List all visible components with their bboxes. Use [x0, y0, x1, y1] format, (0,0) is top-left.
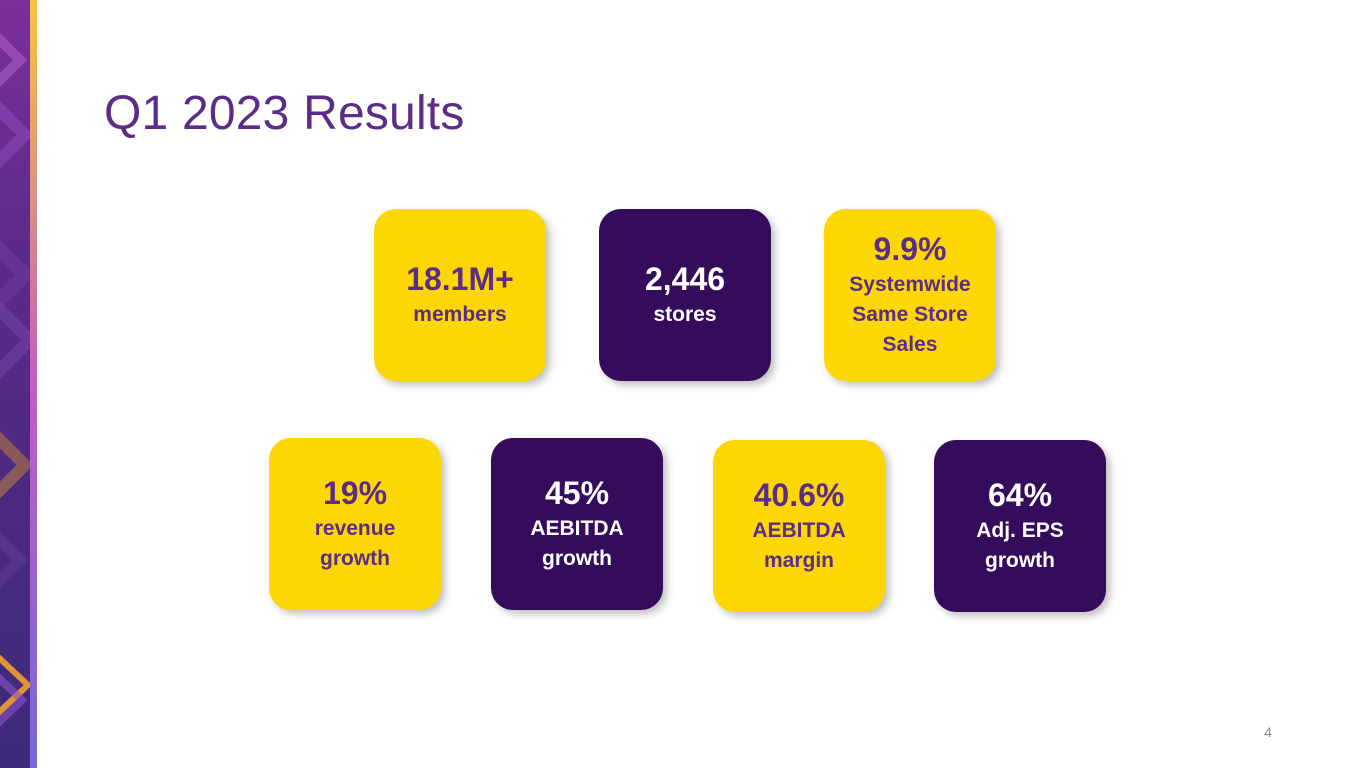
- stores-label: stores: [653, 303, 717, 326]
- adj-eps-growth-tile: 64% Adj. EPS growth: [934, 440, 1106, 612]
- stores-tile: 2,446 stores: [599, 209, 771, 381]
- page-number: 4: [1264, 724, 1272, 740]
- adj-eps-growth-label: Adj. EPS growth: [976, 519, 1064, 572]
- aebitda-margin-label: AEBITDA margin: [752, 519, 846, 572]
- same-store-sales-tile: 9.9% Systemwide Same Store Sales: [824, 209, 996, 381]
- same-store-sales-label: Systemwide Same Store Sales: [849, 273, 971, 356]
- revenue-growth-tile: 19% revenue growth: [269, 438, 441, 610]
- left-decorative-strip: [0, 0, 37, 768]
- stores-value: 2,446: [644, 261, 726, 297]
- revenue-growth-value: 19%: [322, 475, 388, 511]
- adj-eps-growth-value: 64%: [987, 477, 1053, 513]
- aebitda-growth-value: 45%: [544, 475, 610, 511]
- revenue-growth-label: revenue growth: [314, 517, 396, 570]
- members-value: 18.1M+: [406, 261, 514, 297]
- same-store-sales-value: 9.9%: [873, 231, 947, 267]
- slide-title: Q1 2023 Results: [104, 87, 465, 140]
- aebitda-margin-value: 40.6%: [753, 477, 845, 513]
- aebitda-growth-tile: 45% AEBITDA growth: [491, 438, 663, 610]
- members-tile: 18.1M+ members: [374, 209, 546, 381]
- aebitda-margin-tile: 40.6% AEBITDA margin: [713, 440, 885, 612]
- aebitda-growth-label: AEBITDA growth: [530, 517, 624, 570]
- members-label: members: [413, 303, 507, 326]
- decorative-chevron-pattern-icon: [0, 0, 37, 768]
